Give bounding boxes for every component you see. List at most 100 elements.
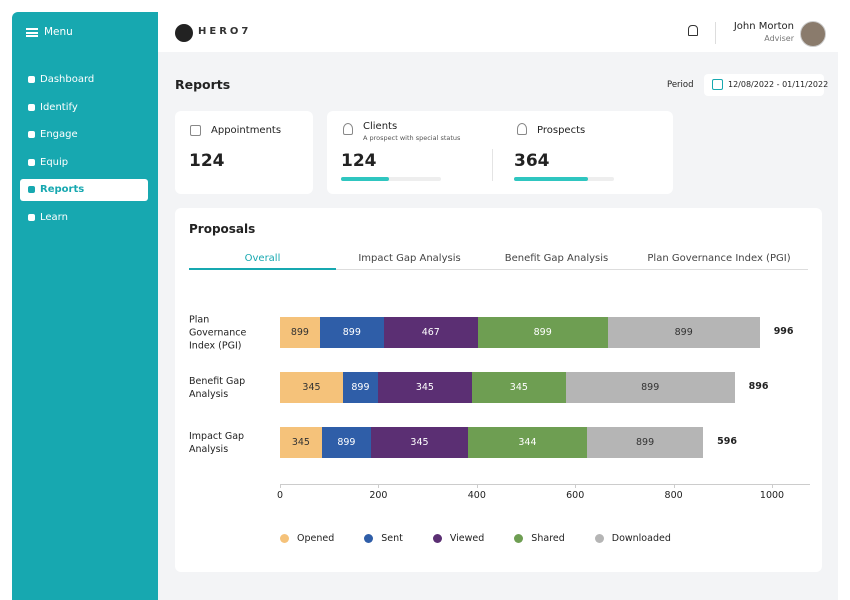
progress-track <box>514 177 614 181</box>
stat-sublabel: A prospect with special status <box>363 134 461 142</box>
segment-label: 344 <box>518 437 537 448</box>
x-tick-label: 1000 <box>759 490 785 501</box>
menu-label[interactable]: Menu <box>44 26 73 38</box>
sidebar-item[interactable]: Learn <box>20 207 148 229</box>
segment-label: 899 <box>337 437 356 448</box>
x-axis <box>280 484 810 485</box>
x-tick-label: 400 <box>467 490 486 501</box>
bar-segment: 899 <box>319 317 384 348</box>
legend-swatch <box>432 534 442 543</box>
tab[interactable]: Impact Gap Analysis <box>358 253 461 264</box>
user-name: John Morton <box>733 21 794 32</box>
logo-mark <box>175 24 193 42</box>
sidebar-icon <box>28 76 35 83</box>
legend-item[interactable]: Downloaded <box>594 533 671 544</box>
x-tick <box>378 484 380 488</box>
bar-segment: 899 <box>321 427 371 458</box>
segment-label: 899 <box>635 437 655 448</box>
legend-swatch <box>594 534 604 543</box>
x-tick-label: 0 <box>276 490 284 501</box>
legend-item[interactable]: Viewed <box>432 533 485 544</box>
bar-segment: 899 <box>342 372 378 403</box>
total-label: 596 <box>717 435 737 447</box>
section-title: Proposals <box>189 222 256 236</box>
sidebar-icon <box>28 186 35 193</box>
tab[interactable]: Overall <box>244 253 281 264</box>
calendar-icon <box>712 79 723 90</box>
tab[interactable]: Benefit Gap Analysis <box>504 253 609 264</box>
bell-icon[interactable] <box>688 25 698 36</box>
sidebar-item[interactable]: Dashboard <box>20 69 148 91</box>
sidebar: Menu Dashboard Identify Engage Equip Reports… <box>12 12 158 600</box>
menu-icon[interactable] <box>26 28 38 37</box>
segment-label: 467 <box>421 327 440 338</box>
sidebar-item[interactable]: Identify <box>20 97 148 119</box>
tab-underline <box>189 268 336 270</box>
segment-label: 345 <box>509 382 528 393</box>
category-label: Benefit Gap Analysis <box>189 375 246 400</box>
legend-label: Shared <box>531 533 565 544</box>
x-tick <box>280 484 281 488</box>
category-label: Plan Governance Index (PGI) <box>189 314 247 351</box>
sidebar-icon <box>28 158 35 166</box>
sidebar-item[interactable]: Engage <box>20 124 148 146</box>
sidebar-item[interactable]: Equip <box>20 152 148 174</box>
avatar[interactable] <box>800 21 826 47</box>
category-label: Impact Gap Analysis <box>189 430 245 455</box>
sidebar-item[interactable]: Reports <box>20 179 148 201</box>
bar-segment: 899 <box>565 372 735 403</box>
legend-item[interactable]: Opened <box>280 533 334 544</box>
legend-label: Downloaded <box>611 533 671 544</box>
bar-segment: 467 <box>383 317 478 348</box>
segment-label: 345 <box>291 437 310 448</box>
segment-label: 899 <box>641 382 660 393</box>
segment-label: 899 <box>342 327 361 338</box>
x-tick-label: 600 <box>566 490 585 501</box>
bar-segment: 345 <box>377 372 472 403</box>
x-tick-label: 800 <box>664 490 683 501</box>
legend-item[interactable]: Sent <box>364 533 403 544</box>
total-label: 996 <box>773 325 794 337</box>
legend-label: Sent <box>381 533 403 544</box>
bar-segment: 345 <box>371 427 468 458</box>
menu-icon-bar <box>26 31 38 34</box>
x-tick <box>476 484 478 488</box>
page-title: Reports <box>175 77 231 92</box>
progress-fill <box>514 177 588 181</box>
bar-segment: 899 <box>587 427 704 458</box>
stat-label: Clients <box>363 121 398 132</box>
legend-label: Opened <box>297 533 335 544</box>
tab[interactable]: Plan Governance Index (PGI) <box>647 253 791 264</box>
segment-label: 345 <box>410 437 429 448</box>
legend-item[interactable]: Shared <box>514 533 565 544</box>
user-role: Adviser <box>764 34 794 43</box>
stat-icon <box>517 123 527 135</box>
bar-segment: 899 <box>607 317 760 348</box>
sidebar-icon <box>28 103 35 111</box>
bar-segment: 344 <box>467 427 587 458</box>
tab-rule <box>189 269 808 270</box>
legend-swatch <box>364 534 374 543</box>
bar-segment: 899 <box>477 317 608 348</box>
segment-label: 899 <box>674 327 693 338</box>
segment-label: 899 <box>351 382 370 393</box>
x-tick-label: 200 <box>369 490 388 501</box>
legend-label: Viewed <box>449 533 485 544</box>
bar-segment: 345 <box>280 372 343 403</box>
legend: Opened Sent Viewed Shared Downloaded <box>280 533 671 544</box>
sidebar-icon <box>28 131 35 138</box>
segment-label: 899 <box>290 327 309 338</box>
period-picker[interactable]: 12/08/2022 - 01/11/2022 <box>704 74 828 96</box>
legend-swatch <box>280 534 289 543</box>
stat-value: 124 <box>341 151 377 171</box>
divider <box>715 22 716 44</box>
x-tick <box>673 484 675 488</box>
stat-label: Prospects <box>537 125 586 136</box>
bar-segment: 345 <box>471 372 566 403</box>
progress-fill <box>341 177 389 181</box>
stat-label: Appointments <box>211 125 282 136</box>
stat-card: Appointments 124 <box>175 111 313 194</box>
x-tick <box>575 484 577 488</box>
bar-segment: 345 <box>280 427 322 458</box>
